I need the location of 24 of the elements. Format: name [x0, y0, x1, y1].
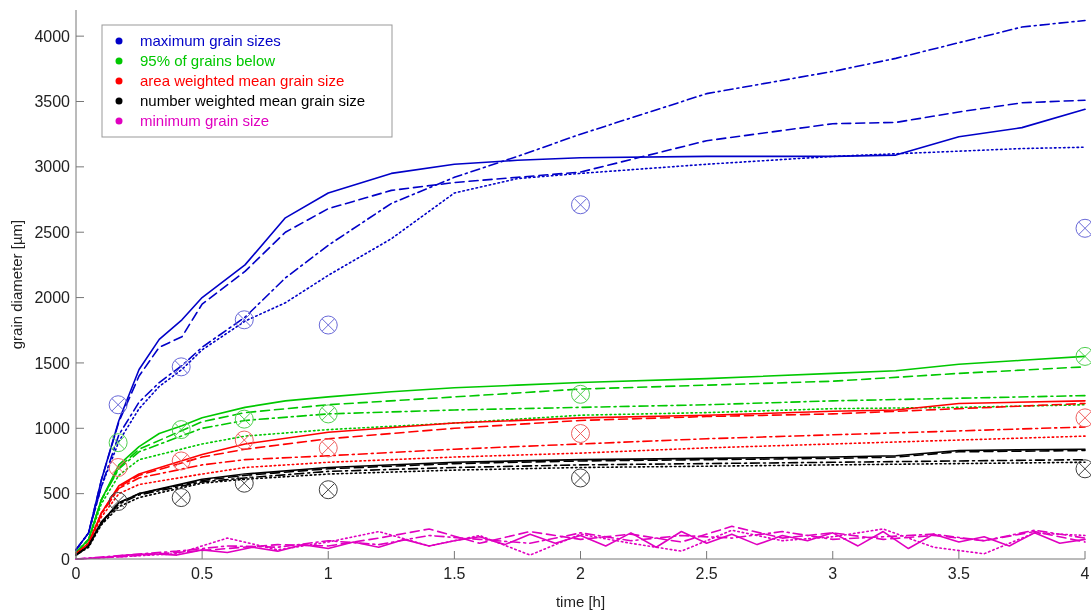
y-axis-title: grain diameter [µm] — [8, 219, 25, 350]
y-tick-label: 500 — [43, 485, 71, 503]
legend-label: area weighted mean grain size — [140, 72, 345, 90]
y-tick-label: 4000 — [34, 27, 71, 45]
y-tick-label: 1000 — [34, 419, 71, 437]
legend-label: 95% of grains below — [140, 52, 276, 70]
legend-label: number weighted mean grain size — [140, 92, 366, 110]
y-tick-label: 1500 — [34, 354, 71, 372]
x-tick-label: 1.5 — [443, 565, 466, 582]
x-tick-label: 2.5 — [695, 565, 718, 582]
legend-label: minimum grain size — [140, 112, 270, 130]
x-tick-label: 3.5 — [947, 565, 971, 582]
y-tick-label: 3000 — [34, 158, 71, 176]
x-tick-label: 0.5 — [191, 565, 214, 582]
y-tick-label: 2500 — [34, 223, 71, 241]
legend-label: maximum grain sizes — [140, 32, 281, 50]
y-tick-label: 0 — [61, 550, 71, 568]
y-tick-label: 3500 — [34, 93, 71, 111]
x-tick-label: 4 — [1080, 565, 1090, 582]
x-tick-label: 2 — [576, 565, 586, 582]
y-tick-label: 2000 — [34, 289, 71, 307]
x-axis-title: time [h] — [555, 593, 606, 610]
x-tick-label: 1 — [323, 565, 333, 582]
x-tick-label: 3 — [828, 565, 838, 582]
